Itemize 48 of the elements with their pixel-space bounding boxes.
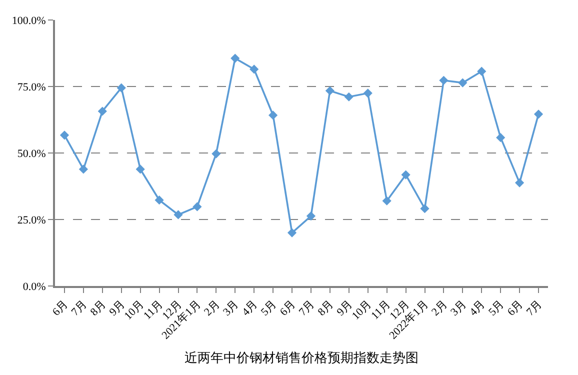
- point: [401, 170, 410, 180]
- y-tick-label: 0.0%: [22, 280, 46, 293]
- point: [439, 76, 448, 85]
- y-tick-label: 25.0%: [17, 214, 46, 226]
- point: [477, 66, 486, 76]
- x-tick-label: 7月: [296, 298, 317, 318]
- point: [98, 106, 107, 116]
- point: [344, 92, 354, 102]
- x-tick-label: 5月: [258, 298, 280, 318]
- point: [174, 210, 183, 220]
- point: [78, 164, 88, 174]
- point: [325, 86, 334, 96]
- x-tick-label: 8月: [316, 298, 336, 318]
- x-tick-label: 3月: [220, 298, 242, 318]
- x-tick-label: 2月: [202, 298, 222, 318]
- y-tick-label: 50.0%: [17, 148, 46, 160]
- point: [250, 64, 259, 74]
- point: [230, 54, 240, 63]
- point: [212, 149, 221, 158]
- point: [306, 211, 316, 221]
- x-tick-label: 6月: [278, 298, 298, 318]
- point: [154, 196, 164, 205]
- point: [420, 204, 430, 214]
- point: [287, 228, 297, 238]
- point: [534, 110, 544, 119]
- y-tick-label: 100.0%: [12, 14, 46, 27]
- x-tick-label: 6月: [50, 298, 70, 318]
- y-tick-label: 75.0%: [17, 81, 46, 94]
- point: [496, 133, 506, 142]
- x-tick-label: 7月: [524, 298, 545, 318]
- x-tick-label: 2月: [430, 298, 450, 318]
- x-tick-label: 6月: [505, 298, 526, 318]
- point: [116, 83, 126, 92]
- x-tick-label: 3月: [448, 298, 469, 318]
- x-tick-label: 4月: [240, 298, 260, 318]
- point: [268, 110, 278, 120]
- x-axis-title: 近两年中价钢材销售价格预期指数走势图: [184, 350, 418, 365]
- point: [60, 130, 70, 140]
- point: [192, 202, 202, 212]
- point: [515, 178, 524, 188]
- point: [458, 78, 468, 88]
- x-tick-label: 5月: [486, 298, 507, 318]
- point: [136, 164, 145, 174]
- point: [363, 88, 372, 98]
- x-tick-label: 4月: [467, 298, 488, 318]
- x-tick-label: 7月: [69, 298, 90, 318]
- x-tick-label: 8月: [88, 298, 108, 318]
- point: [382, 196, 392, 206]
